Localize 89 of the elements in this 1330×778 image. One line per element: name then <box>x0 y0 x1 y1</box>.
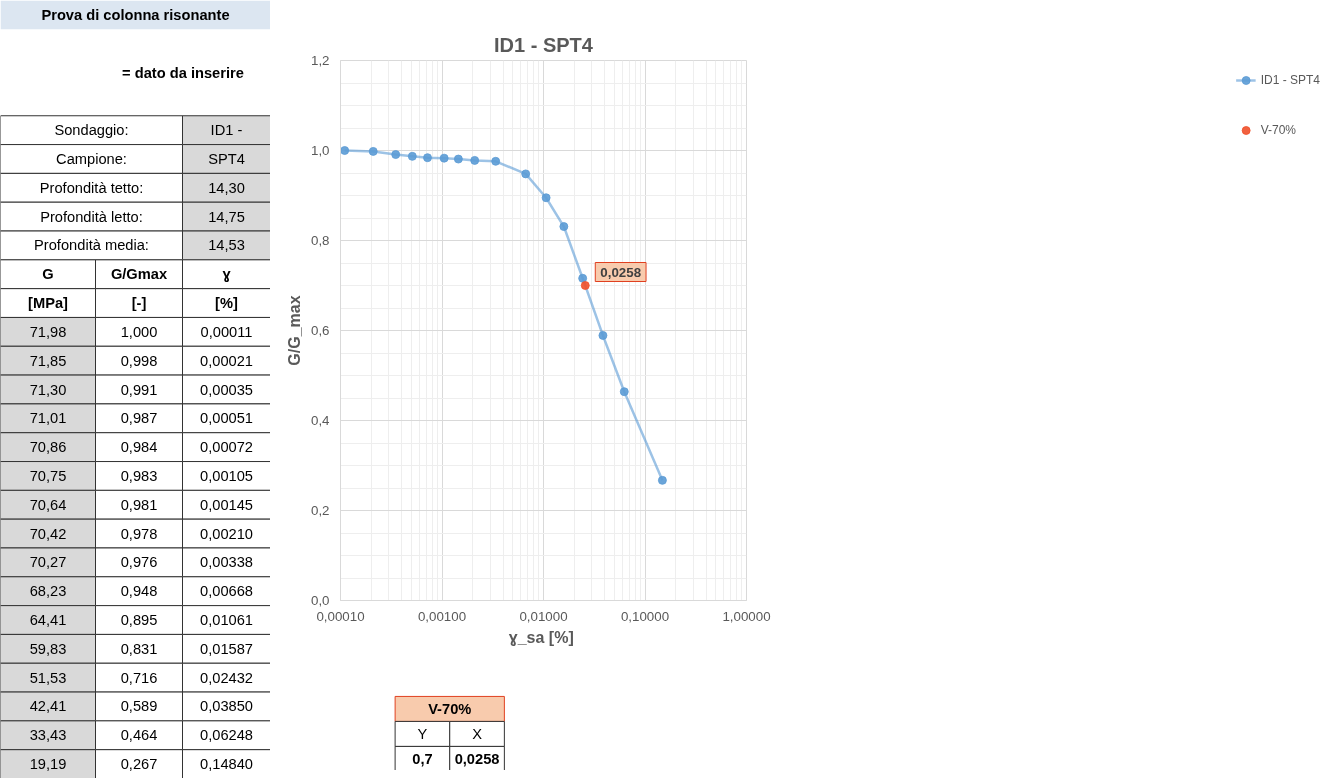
chart-title: ID1 - SPT4 <box>494 33 594 56</box>
text: 0,716 <box>120 669 158 686</box>
text: 0,984 <box>120 439 158 456</box>
y-tick-label: 1,2 <box>310 53 330 68</box>
text: 0,02432 <box>200 669 253 686</box>
text: Prova di colonna risonante <box>41 6 230 23</box>
text: Sondaggio: <box>54 122 129 139</box>
text: 71,30 <box>29 381 67 398</box>
text: 0,976 <box>120 554 158 571</box>
text: 70,64 <box>29 496 67 513</box>
text: 0,267 <box>120 756 158 773</box>
text: 71,98 <box>29 323 67 340</box>
text: 14,53 <box>208 237 245 254</box>
text: [MPa] <box>28 295 69 312</box>
text: [-] <box>131 295 147 312</box>
text: 71,85 <box>29 352 67 369</box>
text: 0,00072 <box>200 439 253 456</box>
text: 0,991 <box>120 381 158 398</box>
text: 51,53 <box>29 669 67 686</box>
text: 0,464 <box>120 727 158 744</box>
text: Profondità letto: <box>40 208 143 225</box>
text: 70,75 <box>29 467 67 484</box>
text: 0,06248 <box>200 727 253 744</box>
text: 70,27 <box>29 554 67 571</box>
text: 14,75 <box>208 208 245 225</box>
text: 0,987 <box>120 410 158 427</box>
y-tick-label: 0,6 <box>310 323 330 338</box>
text: 0,0258 <box>454 750 500 767</box>
y-tick-label: 0,8 <box>310 233 330 248</box>
text: [%] <box>215 295 239 312</box>
text: ID1 - <box>210 122 243 139</box>
text: 0,00011 <box>200 323 253 340</box>
text: 1,000 <box>120 323 158 340</box>
text: V-70% <box>428 700 472 717</box>
text: 70,42 <box>29 525 67 542</box>
y-tick-label: 0,0 <box>310 593 330 608</box>
text: 0,589 <box>120 698 158 715</box>
text: G/Gmax <box>110 266 168 283</box>
text: 0,981 <box>120 496 158 513</box>
text: Profondità tetto: <box>39 179 144 196</box>
text: Profondità media: <box>34 237 149 254</box>
text: 0,978 <box>120 525 158 542</box>
text: 0,948 <box>120 583 158 600</box>
legend-label: V-70% <box>1260 123 1296 137</box>
text: 0,00021 <box>200 352 253 369</box>
text: Campione: <box>56 150 127 167</box>
text: 0,7 <box>412 750 433 767</box>
legend-label: ID1 - SPT4 <box>1260 73 1320 87</box>
text: 0,00145 <box>200 496 253 513</box>
text: ɣ <box>222 266 232 283</box>
text: Y <box>417 725 428 742</box>
text: 0,00035 <box>200 381 253 398</box>
text: 64,41 <box>29 612 67 629</box>
text: 0,01061 <box>200 612 253 629</box>
y-axis-title: G/G_max <box>285 295 303 366</box>
text: 0,00051 <box>200 410 253 427</box>
y-tick-label: 0,2 <box>310 503 330 518</box>
text: 0,998 <box>120 352 158 369</box>
text: 68,23 <box>29 583 67 600</box>
x-tick-label: 1,00000 <box>722 608 771 624</box>
x-tick-label: 0,01000 <box>519 608 568 624</box>
text: X <box>472 725 483 742</box>
text: 0,00105 <box>200 467 253 484</box>
text: 71,01 <box>29 410 67 427</box>
text: 70,86 <box>29 439 67 456</box>
x-axis-title: ɣ_sa [%] <box>508 628 574 646</box>
text: 0,03850 <box>200 698 253 715</box>
text: 0,00668 <box>200 583 253 600</box>
x-tick-label: 0,00010 <box>316 608 365 624</box>
y-tick-label: 1,0 <box>310 143 330 158</box>
text: SPT4 <box>208 150 245 167</box>
text: 0,00210 <box>200 525 253 542</box>
text: 0,14840 <box>200 756 253 773</box>
text: 59,83 <box>29 640 67 657</box>
x-tick-label: 0,00100 <box>417 608 467 624</box>
text: 0,895 <box>120 612 158 629</box>
text: 0,01587 <box>200 640 253 657</box>
y-tick-label: 0,4 <box>310 413 331 428</box>
text: 33,43 <box>29 727 67 744</box>
text: 0,00338 <box>200 554 253 571</box>
x-tick-label: 0,10000 <box>620 608 670 624</box>
text: 19,19 <box>29 756 67 773</box>
text: 0,983 <box>120 467 158 484</box>
text: = dato da inserire <box>122 64 244 81</box>
text: 42,41 <box>29 698 67 715</box>
text: 14,30 <box>208 179 245 196</box>
text: G <box>42 266 54 283</box>
annotation: 0,0258 <box>600 264 642 280</box>
text: 0,831 <box>120 640 158 657</box>
